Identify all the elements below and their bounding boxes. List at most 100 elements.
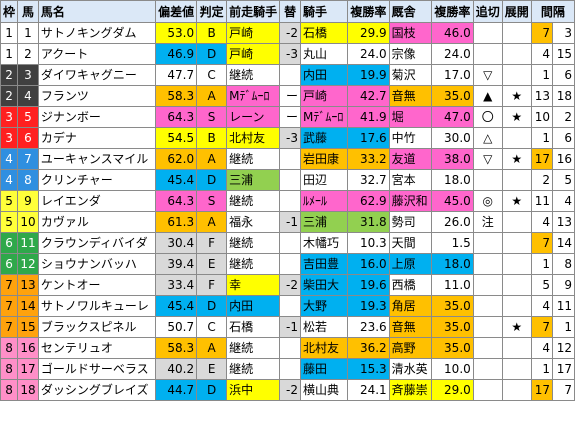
horse-number: 16 — [17, 337, 39, 359]
horse-name: ダッシングブレイズ — [37, 379, 157, 401]
interval-a: 7 — [530, 232, 554, 254]
jockey-change: ー — [279, 85, 301, 107]
score-value: 44.7 — [155, 379, 198, 401]
jockey-rate: 17.6 — [346, 127, 390, 149]
horse-number: 5 — [17, 106, 39, 128]
score-value: 33.4 — [155, 274, 198, 296]
jockey-change — [279, 337, 301, 359]
horse-name: フランツ — [37, 85, 157, 107]
header-jockey: 騎手 — [300, 0, 348, 23]
jockey-change: -1 — [279, 211, 301, 233]
interval-a: 10 — [530, 106, 554, 128]
trainer-name: 堀 — [388, 106, 433, 128]
interval-b: 16 — [552, 148, 575, 170]
trainer-rate: 45.0 — [431, 190, 474, 212]
horse-name: ショウナンバッハ — [37, 253, 157, 275]
table-row: 6 11 クラウンディバイダ 30.4 F 継続 木幡巧 10.3 天間 1.5 7 14 — [0, 232, 575, 254]
trainer-name: 角居 — [388, 295, 433, 317]
score-value: 64.3 — [155, 106, 198, 128]
table-row: 1 1 サトノキングダム 53.0 B 戸崎 -2 石橋 29.9 国枝 46.0 7 3 — [0, 22, 575, 44]
header-grade: 判定 — [196, 0, 228, 23]
prev-jockey: レーン — [226, 106, 281, 128]
jockey-rate: 19.6 — [346, 274, 390, 296]
horse-name: ゴールドサーベラス — [37, 358, 157, 380]
score-value: 30.4 — [155, 232, 198, 254]
waku-cell: 4 — [0, 169, 19, 191]
jockey-name: 内田 — [300, 64, 348, 86]
table-row: 8 17 ゴールドサーベラス 40.2 E 継続 藤田 15.3 清水英 10.0 1 17 — [0, 358, 575, 380]
tenkai-mark: ★ — [501, 316, 532, 338]
jockey-rate: 23.6 — [346, 316, 390, 338]
trainer-rate: 10.0 — [431, 358, 474, 380]
oikiri-mark — [472, 22, 503, 44]
interval-a: 7 — [530, 316, 554, 338]
score-value: 61.3 — [155, 211, 198, 233]
prev-jockey: 浜中 — [226, 379, 281, 401]
interval-a: 1 — [530, 253, 554, 275]
grade-value: D — [196, 295, 228, 317]
score-value: 54.5 — [155, 127, 198, 149]
header-number: 馬 — [17, 0, 39, 23]
trainer-rate: 1.5 — [431, 232, 474, 254]
tenkai-mark — [501, 295, 532, 317]
table-row: 3 5 ジナンボー 64.3 S レーンー Mﾃﾞﾑｰﾛ 41.9 堀 47.0 〇 ★ 10 2 — [0, 106, 575, 128]
trainer-name: 宮本 — [388, 169, 433, 191]
jockey-name: 藤田 — [300, 358, 348, 380]
header-oikiri: 追切 — [472, 0, 503, 23]
header-change: 替 — [279, 0, 301, 23]
jockey-rate: 19.3 — [346, 295, 390, 317]
table-row: 7 15 ブラックスピネル 50.7 C 石橋 -1 松若 23.6 音無 35.0 ★ 7 1 — [0, 316, 575, 338]
trainer-rate: 29.0 — [431, 379, 474, 401]
score-value: 47.7 — [155, 64, 198, 86]
grade-value: A — [196, 85, 228, 107]
grade-value: E — [196, 358, 228, 380]
jockey-name: 北村友 — [300, 337, 348, 359]
waku-cell: 8 — [0, 337, 19, 359]
jockey-change — [279, 169, 301, 191]
trainer-name: 勢司 — [388, 211, 433, 233]
jockey-change: -2 — [279, 379, 301, 401]
tenkai-mark — [501, 232, 532, 254]
trainer-name: 友道 — [388, 148, 433, 170]
trainer-rate: 24.0 — [431, 43, 474, 65]
table-row: 2 4 フランツ 58.3 A Mﾃﾞﾑｰﾛー戸崎 42.7 音無 35.0 ▲ ★ 13 18 — [0, 85, 575, 107]
trainer-name: 高野 — [388, 337, 433, 359]
horse-number: 1 — [17, 22, 39, 44]
header-row: 枠 馬 馬名 偏差値 判定 前走騎手 替 騎手 複勝率 厩舎 複勝率 追切 展開… — [0, 0, 575, 23]
jockey-change — [279, 64, 301, 86]
interval-b: 9 — [552, 274, 575, 296]
horse-name: クリンチャー — [37, 169, 157, 191]
oikiri-mark — [472, 337, 503, 359]
trainer-rate: 17.0 — [431, 64, 474, 86]
trainer-rate: 26.0 — [431, 211, 474, 233]
score-value: 50.7 — [155, 316, 198, 338]
grade-value: F — [196, 274, 228, 296]
trainer-rate: 11.0 — [431, 274, 474, 296]
interval-b: 7 — [552, 379, 575, 401]
jockey-rate: 42.7 — [346, 85, 390, 107]
oikiri-mark: 〇 — [472, 106, 503, 128]
horse-number: 15 — [17, 316, 39, 338]
prev-jockey: 北村友 — [226, 127, 281, 149]
horse-number: 11 — [17, 232, 39, 254]
oikiri-mark — [472, 316, 503, 338]
prev-jockey: 戸崎 — [226, 43, 281, 65]
jockey-rate: 24.1 — [346, 379, 390, 401]
table-row: 3 6 カデナ 54.5 B 北村友 -3 武藤 17.6 中竹 30.0 △ 1 6 — [0, 127, 575, 149]
oikiri-mark — [472, 169, 503, 191]
oikiri-mark — [472, 358, 503, 380]
table-row: 4 7 ユーキャンスマイル 62.0 A 継続 岩田康 33.2 友道 38.0 ▽ ★ 17 16 — [0, 148, 575, 170]
horse-name: サトノキングダム — [37, 22, 157, 44]
waku-cell: 4 — [0, 148, 19, 170]
header-waku: 枠 — [0, 0, 19, 23]
jockey-name: ﾙﾒｰﾙ — [300, 190, 348, 212]
trainer-name: 藤沢和 — [388, 190, 433, 212]
horse-number: 18 — [17, 379, 39, 401]
trainer-name: 西橋 — [388, 274, 433, 296]
score-value: 62.0 — [155, 148, 198, 170]
tenkai-mark — [501, 253, 532, 275]
waku-cell: 1 — [0, 22, 19, 44]
grade-value: A — [196, 211, 228, 233]
horse-name: レイエンダ — [37, 190, 157, 212]
tenkai-mark: ★ — [501, 190, 532, 212]
